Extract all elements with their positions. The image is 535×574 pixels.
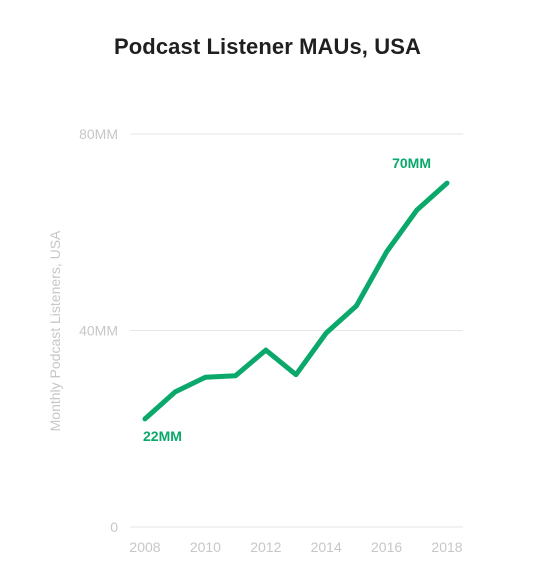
y-axis-title: Monthly Podcast Listeners, USA [47, 230, 63, 431]
y-tick-label: 80MM [79, 126, 118, 142]
data-label: 22MM [143, 428, 182, 444]
x-tick-label: 2016 [371, 539, 402, 555]
x-tick-label: 2012 [250, 539, 281, 555]
grid-lines [130, 133, 463, 528]
y-tick-label: 40MM [79, 323, 118, 339]
x-tick-label: 2008 [129, 539, 160, 555]
series-line [142, 180, 450, 422]
x-tick-label: 2014 [311, 539, 342, 555]
data-labels: 22MM 70MM [143, 155, 431, 444]
x-tick-label: 2018 [431, 539, 462, 555]
series-layer [142, 180, 450, 422]
y-tick-label: 0 [110, 519, 118, 535]
data-label: 70MM [392, 155, 431, 171]
y-axis-ticks: 0 40MM 80MM [79, 126, 118, 535]
chart-title: Podcast Listener MAUs, USA [113, 34, 421, 59]
x-axis-ticks: 2008 2010 2012 2014 2016 2018 [129, 539, 462, 555]
x-tick-label: 2010 [190, 539, 221, 555]
